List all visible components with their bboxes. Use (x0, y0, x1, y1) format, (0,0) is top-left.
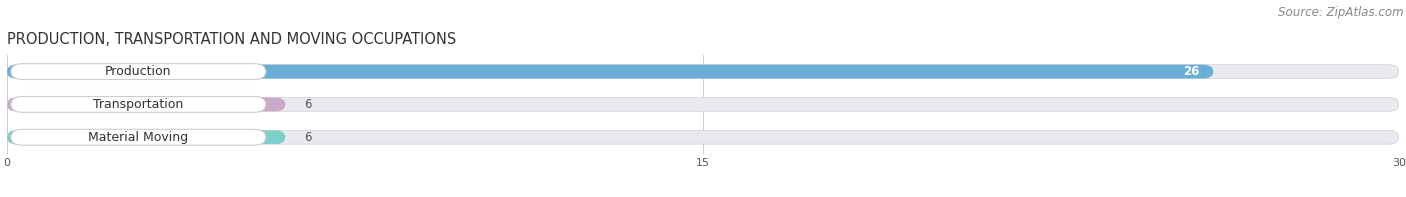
Text: Material Moving: Material Moving (89, 131, 188, 144)
FancyBboxPatch shape (7, 98, 285, 111)
FancyBboxPatch shape (7, 130, 1399, 144)
FancyBboxPatch shape (11, 129, 266, 145)
Text: 26: 26 (1182, 65, 1199, 78)
FancyBboxPatch shape (7, 65, 1399, 78)
FancyBboxPatch shape (11, 97, 266, 112)
FancyBboxPatch shape (11, 64, 266, 80)
FancyBboxPatch shape (7, 98, 1399, 111)
Text: Source: ZipAtlas.com: Source: ZipAtlas.com (1278, 6, 1403, 19)
Text: Production: Production (105, 65, 172, 78)
Text: 6: 6 (304, 98, 312, 111)
Text: 6: 6 (304, 131, 312, 144)
FancyBboxPatch shape (7, 65, 1213, 78)
FancyBboxPatch shape (7, 130, 285, 144)
Text: Transportation: Transportation (93, 98, 183, 111)
Text: PRODUCTION, TRANSPORTATION AND MOVING OCCUPATIONS: PRODUCTION, TRANSPORTATION AND MOVING OC… (7, 32, 457, 47)
